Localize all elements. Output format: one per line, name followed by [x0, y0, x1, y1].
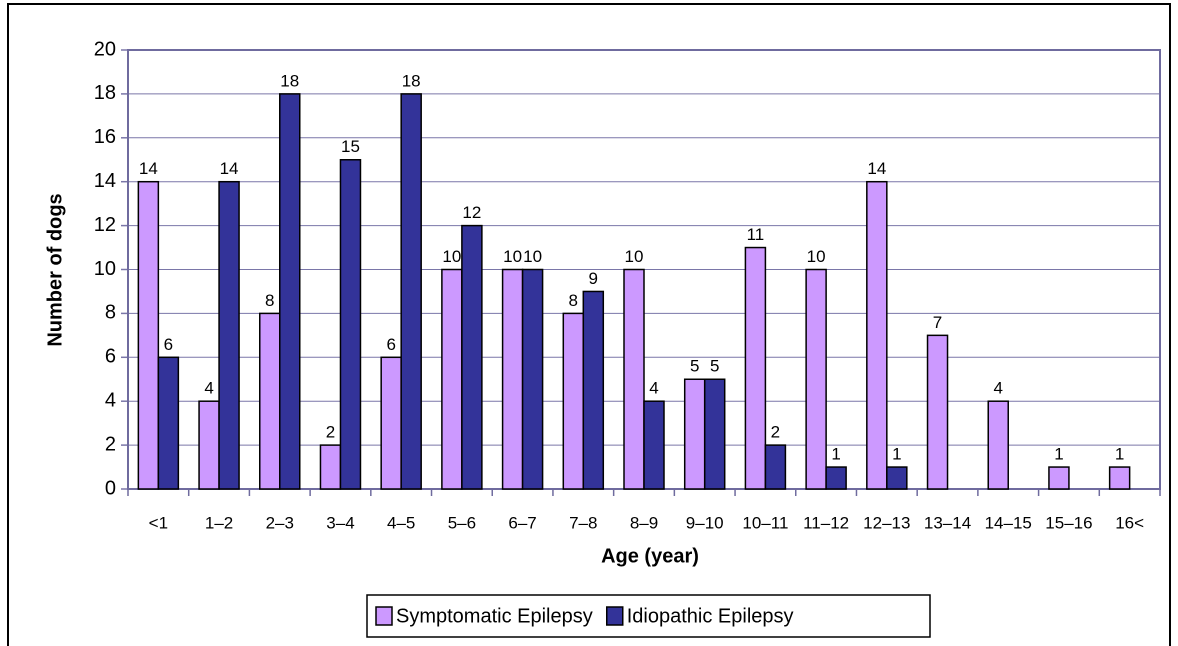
- data-label: 6: [164, 335, 173, 354]
- x-tick-label: 14–15: [985, 513, 1032, 532]
- bar: [1108, 466, 1131, 490]
- y-axis-title: Number of dogs: [44, 193, 66, 346]
- data-label: 1: [892, 445, 901, 464]
- data-label: 5: [710, 357, 719, 376]
- x-tick-label: 8–9: [630, 513, 658, 532]
- x-tick-label: 9–10: [686, 513, 724, 532]
- bar: [521, 268, 544, 490]
- y-tick-label: 10: [94, 258, 116, 280]
- x-tick-label: <1: [149, 513, 168, 532]
- data-label: 10: [523, 247, 542, 266]
- data-label: 8: [265, 291, 274, 310]
- y-tick-label: 12: [94, 214, 116, 236]
- x-axis-title: Age (year): [601, 545, 699, 567]
- y-tick-label: 8: [105, 302, 116, 324]
- data-label: 11: [747, 225, 765, 244]
- x-tick-label: 15–16: [1045, 513, 1092, 532]
- data-label: 18: [280, 71, 299, 90]
- y-tick-label: 18: [94, 82, 116, 104]
- data-label: 2: [771, 423, 780, 442]
- bar: [987, 400, 1009, 490]
- bar: [764, 444, 787, 490]
- bar: [703, 378, 726, 490]
- bar: [926, 334, 949, 490]
- data-label: 1: [1054, 445, 1063, 464]
- x-tick-label: 12–13: [863, 513, 910, 532]
- bar: [582, 290, 605, 490]
- data-label: 5: [690, 357, 699, 376]
- data-label: 9: [589, 269, 598, 288]
- bar: [441, 268, 463, 490]
- y-tick-label: 14: [94, 170, 116, 192]
- data-label: 18: [402, 71, 421, 90]
- x-tick-label: 4–5: [387, 513, 415, 532]
- data-label: 10: [807, 247, 826, 266]
- bar: [157, 356, 180, 490]
- legend-label: Idiopathic Epilepsy: [627, 605, 794, 627]
- x-tick-label: 6–7: [508, 513, 536, 532]
- bar: [279, 93, 301, 490]
- x-tick-label: 2–3: [266, 513, 294, 532]
- bar: [400, 93, 422, 490]
- data-label: 7: [933, 313, 942, 332]
- legend-swatch: [606, 606, 624, 626]
- bar: [643, 400, 665, 490]
- x-tick-label: 10–11: [742, 513, 788, 532]
- bar: [805, 268, 827, 490]
- data-label: 4: [649, 379, 658, 398]
- bar: [137, 180, 160, 490]
- data-label: 1: [831, 445, 840, 464]
- data-label: 14: [867, 159, 886, 178]
- data-label: 14: [220, 159, 239, 178]
- bar: [886, 466, 908, 490]
- bar: [623, 268, 645, 490]
- bar: [501, 268, 524, 490]
- x-tick-label: 7–8: [569, 513, 597, 532]
- y-tick-label: 4: [105, 389, 116, 411]
- bar: [825, 466, 847, 490]
- x-tick-label: 16<: [1115, 513, 1144, 532]
- data-label: 10: [625, 247, 644, 266]
- y-tick-label: 2: [105, 433, 116, 455]
- y-tick-label: 6: [105, 346, 116, 368]
- bar: [744, 246, 767, 490]
- legend: [366, 594, 931, 638]
- x-tick-label: 13–14: [924, 513, 971, 532]
- data-label: 10: [503, 247, 522, 266]
- y-tick-label: 16: [94, 126, 116, 148]
- bar: [683, 378, 706, 490]
- data-label: 4: [994, 379, 1003, 398]
- bar: [1048, 466, 1070, 490]
- bar: [380, 356, 402, 490]
- bar: [562, 312, 585, 490]
- x-tick-label: 3–4: [326, 513, 354, 532]
- data-label: 2: [326, 423, 335, 442]
- legend-label: Symptomatic Epilepsy: [396, 605, 593, 627]
- data-label: 4: [204, 379, 213, 398]
- data-label: 1: [1115, 445, 1124, 464]
- x-tick-label: 1–2: [205, 513, 233, 532]
- x-tick-label: 11–12: [803, 513, 849, 532]
- data-label: 15: [341, 137, 360, 156]
- chart-frame: [7, 3, 1171, 646]
- bar: [259, 312, 281, 490]
- data-label: 14: [139, 159, 158, 178]
- y-tick-label: 0: [105, 477, 116, 499]
- bar: [319, 444, 342, 490]
- data-label: 10: [442, 247, 461, 266]
- bar: [218, 180, 240, 490]
- bar: [198, 400, 220, 490]
- data-label: 8: [569, 291, 578, 310]
- bar: [339, 159, 362, 490]
- data-label: 12: [462, 203, 481, 222]
- legend-swatch: [375, 606, 393, 626]
- data-label: 6: [386, 335, 395, 354]
- bar: [866, 180, 888, 490]
- y-tick-label: 20: [94, 38, 116, 60]
- bar: [461, 224, 483, 490]
- x-tick-label: 5–6: [448, 513, 476, 532]
